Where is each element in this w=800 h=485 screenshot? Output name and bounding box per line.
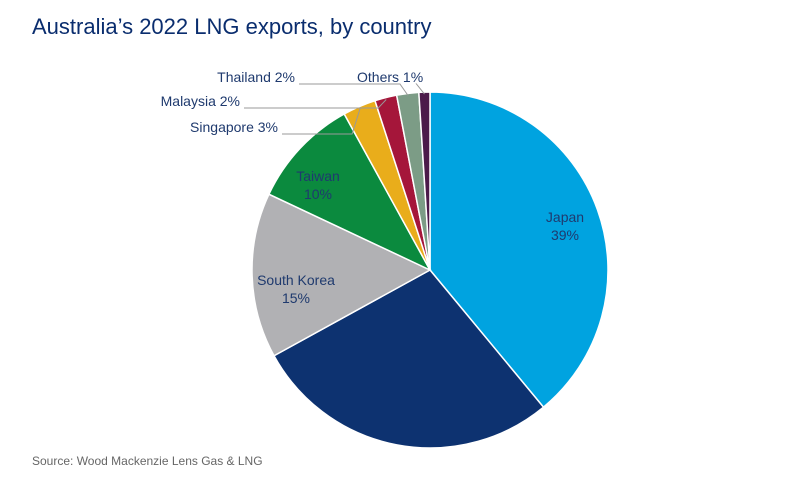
value-label: 15%	[282, 290, 310, 306]
category-label: South Korea	[257, 272, 335, 288]
leader-line	[415, 83, 425, 95]
category-label: Malaysia	[161, 93, 216, 109]
slice-label: South Korea 15%	[257, 272, 335, 306]
pie-slice	[418, 91, 431, 271]
value-label: 3%	[258, 119, 278, 135]
category-label: Thailand	[217, 69, 271, 85]
slice-label: Singapore 3%	[190, 119, 278, 135]
category-label: Others	[357, 69, 399, 85]
pie-slice	[272, 269, 545, 449]
slice-label: Japan 39%	[546, 209, 584, 243]
leader-line	[244, 99, 387, 109]
value-label: 2%	[220, 93, 240, 109]
chart-title: Australia’s 2022 LNG exports, by country	[32, 14, 431, 39]
category-label: Singapore	[190, 119, 254, 135]
slice-label: Others 1%	[357, 69, 423, 85]
slice-label: Taiwan 10%	[296, 168, 340, 202]
slice-label: Malaysia 2%	[161, 93, 240, 109]
pie-slice	[267, 112, 432, 272]
value-label: 10%	[304, 186, 332, 202]
value-label: 39%	[551, 227, 579, 243]
pie-slice	[251, 193, 432, 357]
pie-slice	[429, 91, 609, 409]
leader-line	[299, 83, 409, 96]
value-label: 1%	[403, 69, 423, 85]
leader-line	[282, 108, 361, 135]
category-label: Taiwan	[296, 168, 340, 184]
value-label: 2%	[275, 69, 295, 85]
category-label: Japan	[546, 209, 584, 225]
slice-label: Thailand 2%	[217, 69, 295, 85]
source-note: Source: Wood Mackenzie Lens Gas & LNG	[32, 454, 263, 468]
